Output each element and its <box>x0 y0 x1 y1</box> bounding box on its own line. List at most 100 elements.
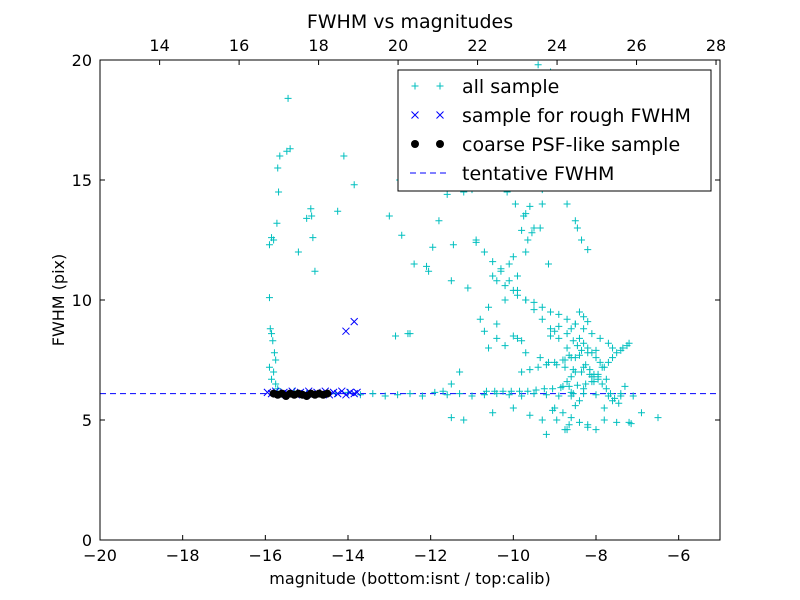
all-sample-point <box>578 346 586 354</box>
all-sample-point <box>509 332 517 340</box>
all-sample-point <box>567 373 575 381</box>
all-sample-point <box>563 200 571 208</box>
all-sample-point <box>571 217 579 225</box>
all-sample-point <box>571 320 579 328</box>
all-sample-point <box>447 380 455 388</box>
all-sample-point <box>580 339 588 347</box>
all-sample-point <box>273 219 281 227</box>
all-sample-point <box>549 385 557 393</box>
all-sample-point <box>573 224 581 232</box>
plot-area <box>100 61 720 438</box>
all-sample-point <box>518 337 526 345</box>
all-sample-point <box>526 366 534 374</box>
all-sample-point <box>609 344 617 352</box>
all-sample-point <box>268 234 276 242</box>
all-sample-point <box>571 402 579 410</box>
x-tick-label: −10 <box>496 546 530 565</box>
all-sample-point <box>480 248 488 256</box>
all-sample-point <box>266 325 274 333</box>
all-sample-point <box>555 310 563 318</box>
y-axis-title: FWHM (pix) <box>49 254 68 347</box>
all-sample-point <box>443 391 451 399</box>
all-sample-point <box>563 378 571 386</box>
all-sample-point <box>516 387 524 395</box>
all-sample-point <box>520 212 528 220</box>
all-sample-point <box>571 368 579 376</box>
all-sample-point <box>505 391 513 399</box>
all-sample-point <box>410 260 418 268</box>
all-sample-point <box>561 426 569 434</box>
all-sample-point <box>505 260 513 268</box>
legend-all-marker <box>411 82 419 90</box>
all-sample-point <box>482 387 490 395</box>
all-sample-point <box>609 354 617 362</box>
all-sample-point <box>507 387 515 395</box>
all-sample-point <box>423 262 431 270</box>
all-sample-point <box>308 212 316 220</box>
all-sample-point <box>447 277 455 285</box>
rough-fwhm-point <box>342 390 350 399</box>
all-sample-point <box>276 152 284 160</box>
all-sample-point <box>493 334 501 342</box>
all-sample-point <box>580 363 588 371</box>
all-sample-point <box>596 334 604 342</box>
all-sample-point <box>613 349 621 357</box>
all-sample-point <box>443 190 451 198</box>
all-sample-point <box>629 392 637 400</box>
all-sample-point <box>499 387 507 395</box>
all-sample-point <box>596 358 604 366</box>
all-sample-point <box>565 421 573 429</box>
legend-label: coarse PSF-like sample <box>462 134 680 156</box>
top-x-tick-label: 18 <box>308 36 328 55</box>
all-sample-point <box>569 337 577 345</box>
all-sample-point <box>493 277 501 285</box>
all-sample-point <box>334 207 342 215</box>
all-sample-point <box>283 147 291 155</box>
all-sample-point <box>602 375 610 383</box>
all-sample-point <box>584 423 592 431</box>
all-sample-point <box>398 231 406 239</box>
all-sample-point <box>578 236 586 244</box>
all-sample-point <box>571 354 579 362</box>
all-sample-point <box>406 330 414 338</box>
all-sample-point <box>268 375 276 383</box>
all-sample-point <box>547 308 555 316</box>
all-sample-point <box>489 272 497 280</box>
top-x-tick-label: 16 <box>229 36 249 55</box>
top-x-tick-label: 14 <box>149 36 169 55</box>
all-sample-point <box>505 277 513 285</box>
top-x-tick-label: 22 <box>467 36 487 55</box>
all-sample-point <box>594 370 602 378</box>
all-sample-point <box>586 366 594 374</box>
all-sample-point <box>602 385 610 393</box>
all-sample-point <box>563 330 571 338</box>
all-sample-point <box>575 418 583 426</box>
all-sample-point <box>536 224 544 232</box>
all-sample-point <box>476 315 484 323</box>
legend-rough-marker <box>411 111 419 119</box>
all-sample-point <box>522 248 530 256</box>
all-sample-point <box>309 234 317 242</box>
all-sample-point <box>617 392 625 400</box>
all-sample-point <box>592 346 600 354</box>
all-sample-point <box>369 390 377 398</box>
all-sample-point <box>456 368 464 376</box>
legend-coarse-marker <box>436 140 444 148</box>
all-sample-point <box>567 392 575 400</box>
all-sample-point <box>600 404 608 412</box>
all-sample-point <box>491 387 499 395</box>
coarse-psf-point <box>323 389 332 398</box>
all-sample-point <box>350 181 358 189</box>
all-sample-point <box>555 334 563 342</box>
x-tick-label: −8 <box>584 546 608 565</box>
all-sample-point <box>447 414 455 422</box>
all-sample-point <box>522 349 530 357</box>
all-sample-point <box>584 246 592 254</box>
all-sample-point <box>654 414 662 422</box>
all-sample-point <box>592 426 600 434</box>
all-sample-point <box>534 61 542 69</box>
all-sample-point <box>431 388 439 396</box>
all-sample-point <box>580 313 588 321</box>
all-sample-point <box>489 409 497 417</box>
